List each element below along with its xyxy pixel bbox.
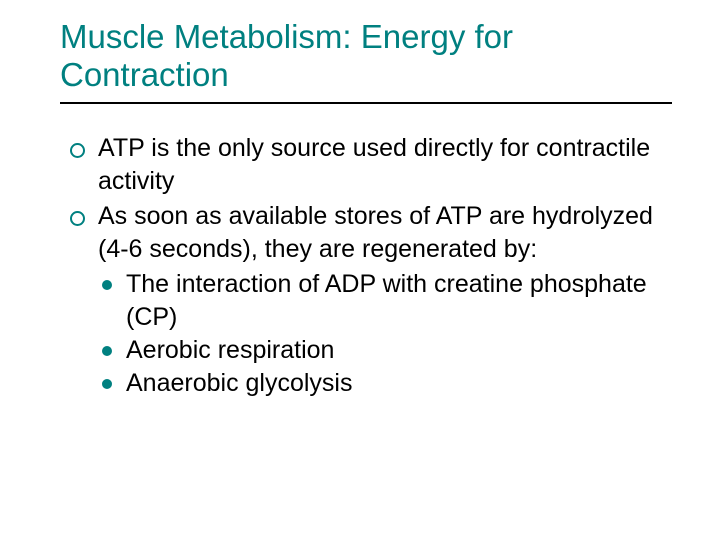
slide-body: ATP is the only source used directly for…: [60, 132, 672, 400]
list-item-text: Anaerobic glycolysis: [126, 369, 353, 397]
list-item: The interaction of ADP with creatine pho…: [98, 268, 672, 334]
list-item-text: The interaction of ADP with creatine pho…: [126, 270, 647, 331]
slide: Muscle Metabolism: Energy for Contractio…: [0, 0, 720, 540]
bullet-list-level1: ATP is the only source used directly for…: [68, 132, 672, 400]
list-item: Anaerobic glycolysis: [98, 367, 672, 400]
slide-title: Muscle Metabolism: Energy for Contractio…: [60, 18, 672, 94]
list-item: ATP is the only source used directly for…: [68, 132, 672, 198]
list-item-text: Aerobic respiration: [126, 336, 334, 364]
list-item-text: ATP is the only source used directly for…: [98, 134, 650, 195]
list-item: As soon as available stores of ATP are h…: [68, 200, 672, 400]
bullet-list-level2: The interaction of ADP with creatine pho…: [98, 268, 672, 400]
list-item-text: As soon as available stores of ATP are h…: [98, 202, 653, 263]
list-item: Aerobic respiration: [98, 334, 672, 367]
title-underline: [60, 102, 672, 104]
